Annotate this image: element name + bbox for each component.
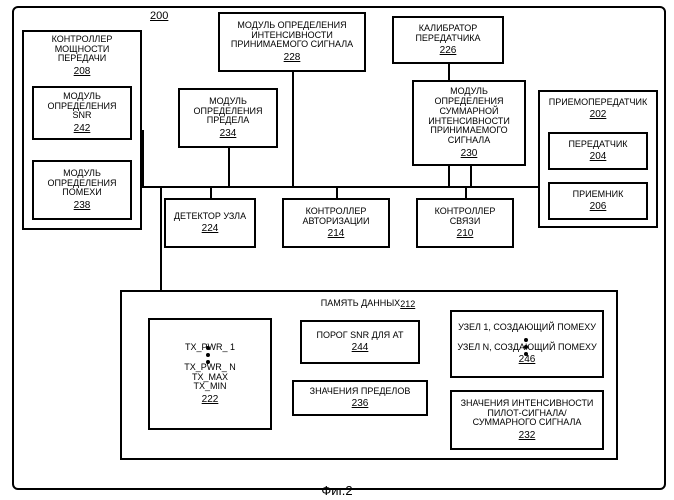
connector [465, 186, 467, 198]
figure-number-text: 200 [150, 10, 168, 22]
block-number: 210 [457, 228, 474, 239]
block-number: 232 [519, 430, 536, 441]
block-label: ПЕРЕДАТЧИК [568, 140, 627, 150]
block-b228: МОДУЛЬ ОПРЕДЕЛЕНИЯ ИНТЕНСИВНОСТИ ПРИНИМА… [218, 12, 366, 72]
block-b242: МОДУЛЬ ОПРЕДЕЛЕНИЯ SNR242 [32, 86, 132, 140]
block-b236: ЗНАЧЕНИЯ ПРЕДЕЛОВ236 [292, 380, 428, 416]
block-label: ДЕТЕКТОР УЗЛА [174, 212, 246, 222]
block-number: 214 [328, 228, 345, 239]
block-label: ЗНАЧЕНИЯ ПРЕДЕЛОВ [310, 387, 411, 397]
block-label: МОДУЛЬ ОПРЕДЕЛЕНИЯ ПОМЕХИ [37, 169, 127, 199]
block-label: МОДУЛЬ ОПРЕДЕЛЕНИЯ SNR [37, 92, 127, 122]
block-number: 212 [400, 300, 415, 310]
block-b208: КОНТРОЛЛЕР МОЩНОСТИ ПЕРЕДАЧИ208 [28, 34, 136, 78]
block-number: 236 [352, 398, 369, 409]
connector [142, 130, 144, 186]
block-label: ПАМЯТЬ ДАННЫХ [321, 299, 400, 309]
figure-number-200: 200 [150, 10, 168, 22]
block-b234: МОДУЛЬ ОПРЕДЕЛЕНИЯ ПРЕДЕЛА234 [178, 88, 278, 148]
block-b224: ДЕТЕКТОР УЗЛА224 [164, 198, 256, 248]
block-b212: ПАМЯТЬ ДАННЫХ 212 [298, 296, 438, 312]
block-b238: МОДУЛЬ ОПРЕДЕЛЕНИЯ ПОМЕХИ238 [32, 160, 132, 220]
block-label: КОНТРОЛЛЕР СВЯЗИ [421, 207, 509, 227]
block-label: ПОРОГ SNR ДЛЯ АТ [317, 331, 404, 341]
block-label: МОДУЛЬ ОПРЕДЕЛЕНИЯ ПРЕДЕЛА [183, 97, 273, 127]
block-number: 208 [74, 66, 91, 77]
block-b204: ПЕРЕДАТЧИК204 [548, 132, 648, 170]
block-number: 230 [461, 148, 478, 159]
block-b230: МОДУЛЬ ОПРЕДЕЛЕНИЯ СУММАРНОЙ ИНТЕНСИВНОС… [412, 80, 526, 166]
block-number: 244 [352, 342, 369, 353]
block-b244: ПОРОГ SNR ДЛЯ АТ244 [300, 320, 420, 364]
block-number: 242 [74, 123, 91, 134]
block-label: ПРИЕМНИК [573, 190, 624, 200]
block-label: КАЛИБРАТОР ПЕРЕДАТЧИКА [397, 24, 499, 44]
connector [210, 186, 212, 198]
connector [228, 148, 230, 186]
block-number: 228 [284, 52, 301, 63]
block-number: 206 [590, 201, 607, 212]
block-b226: КАЛИБРАТОР ПЕРЕДАТЧИКА226 [392, 16, 504, 64]
block-number: 224 [202, 223, 219, 234]
block-b210: КОНТРОЛЛЕР СВЯЗИ210 [416, 198, 514, 248]
caption-text: Фиг.2 [321, 483, 352, 498]
block-number: 234 [220, 128, 237, 139]
block-number: 222 [202, 394, 219, 405]
block-b206: ПРИЕМНИК206 [548, 182, 648, 220]
block-label: КОНТРОЛЛЕР МОЩНОСТИ ПЕРЕДАЧИ [31, 35, 133, 65]
block-b202: ПРИЕМОПЕРЕДАТЧИК202 [542, 94, 654, 124]
block-label: МОДУЛЬ ОПРЕДЕЛЕНИЯ ИНТЕНСИВНОСТИ ПРИНИМА… [223, 21, 361, 51]
caption: Фиг.2 [0, 483, 674, 498]
block-number: 226 [440, 45, 457, 56]
connector [336, 186, 338, 198]
block-number: 246 [519, 354, 536, 365]
block-b222: TX_PWR_ 1TX_PWR_ NTX_MAXTX_MIN222 [148, 318, 272, 430]
connector [292, 72, 294, 186]
block-number: 202 [590, 109, 607, 120]
block-number: 238 [74, 200, 91, 211]
connector [160, 186, 162, 290]
block-label-line: УЗЕЛ 1, СОЗДАЮЩИЙ ПОМЕХУ [458, 323, 596, 333]
connector [470, 166, 472, 186]
block-label: КОНТРОЛЛЕР АВТОРИЗАЦИИ [287, 207, 385, 227]
block-b214: КОНТРОЛЛЕР АВТОРИЗАЦИИ214 [282, 198, 390, 248]
ellipsis-dots [206, 346, 210, 364]
block-label: ПРИЕМОПЕРЕДАТЧИК [549, 98, 648, 108]
bus-line [142, 186, 538, 188]
block-b232: ЗНАЧЕНИЯ ИНТЕНСИВНОСТИ ПИЛОТ-СИГНАЛА/ СУ… [450, 390, 604, 450]
block-number: 204 [590, 151, 607, 162]
block-label: МОДУЛЬ ОПРЕДЕЛЕНИЯ СУММАРНОЙ ИНТЕНСИВНОС… [417, 87, 521, 146]
block-label: ЗНАЧЕНИЯ ИНТЕНСИВНОСТИ ПИЛОТ-СИГНАЛА/ СУ… [455, 399, 599, 429]
ellipsis-dots [524, 338, 528, 356]
block-label-line: TX_MIN [193, 382, 226, 392]
